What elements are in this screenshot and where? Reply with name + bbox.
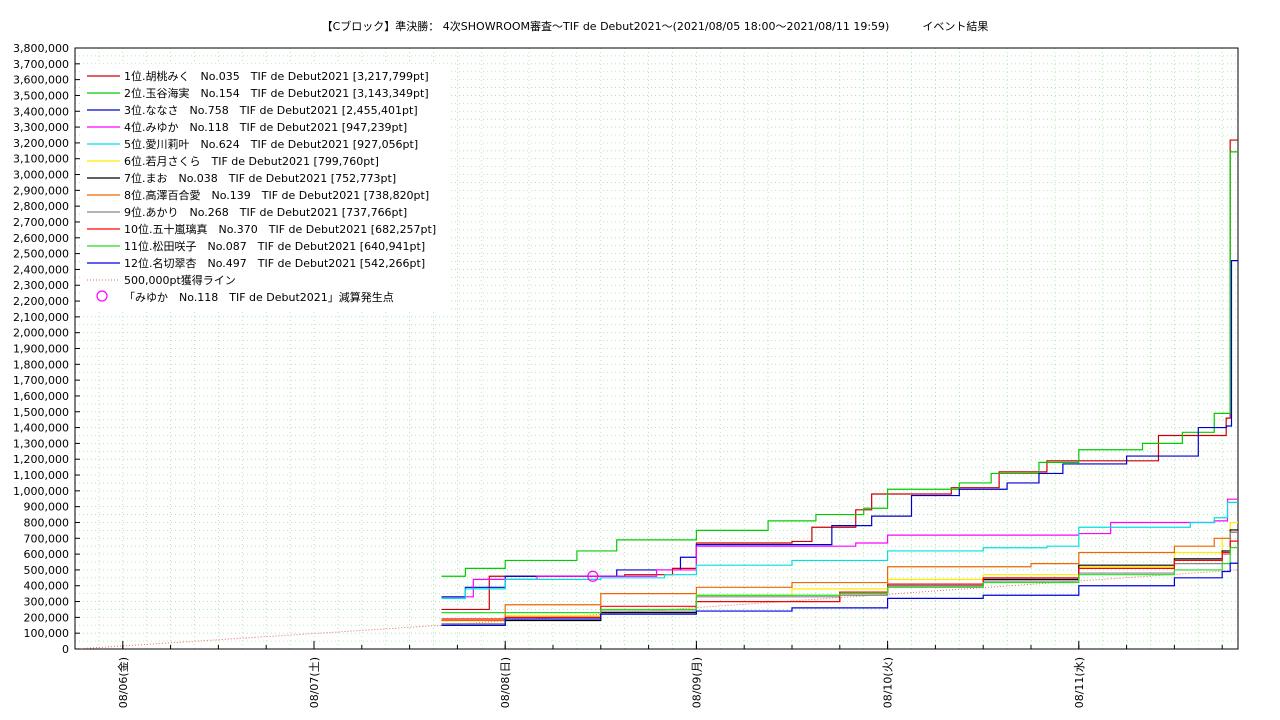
series-line-1 <box>441 139 1238 611</box>
y-tick-label: 1,600,000 <box>13 390 69 403</box>
y-tick-label: 2,900,000 <box>13 184 69 197</box>
legend-entry: 500,000pt獲得ライン <box>124 274 236 287</box>
y-tick-label: 2,000,000 <box>13 327 69 340</box>
series-line-11 <box>441 547 1238 614</box>
legend-entry: 12位.名切翠杏 No.497 TIF de Debut2021 [542,26… <box>124 256 425 270</box>
series-line-8 <box>441 531 1238 622</box>
y-tick-label: 3,000,000 <box>13 169 69 182</box>
y-tick-label: 2,500,000 <box>13 248 69 261</box>
y-tick-label: 1,900,000 <box>13 343 69 356</box>
series-lines <box>441 139 1238 626</box>
y-tick-label: 100,000 <box>24 627 70 640</box>
y-tick-label: 1,700,000 <box>13 374 69 387</box>
chart-title: 【Cブロック】準決勝： 4次SHOWROOM審査〜TIF de Debut202… <box>321 20 989 33</box>
y-tick-label: 300,000 <box>24 596 70 609</box>
y-tick-label: 3,200,000 <box>13 137 69 150</box>
y-tick-label: 3,700,000 <box>13 58 69 71</box>
y-tick-label: 800,000 <box>24 516 70 529</box>
series-line-12 <box>441 562 1238 626</box>
y-tick-label: 1,100,000 <box>13 469 69 482</box>
legend-entry: 10位.五十嵐璃真 No.370 TIF de Debut2021 [682,2… <box>124 222 436 236</box>
y-tick-label: 200,000 <box>24 611 70 624</box>
y-tick-label: 500,000 <box>24 564 70 577</box>
series-line-2 <box>441 151 1238 577</box>
legend-swatch <box>96 290 108 302</box>
x-tick-label: 08/06(金) <box>116 657 130 708</box>
legend-entry: 9位.あかり No.268 TIF de Debut2021 [737,766p… <box>124 205 407 219</box>
annotation-point <box>587 570 599 582</box>
legend-entry: 7位.まお No.038 TIF de Debut2021 [752,773pt… <box>124 171 396 185</box>
y-tick-label: 600,000 <box>24 548 70 561</box>
legend: 1位.胡桃みく No.035 TIF de Debut2021 [3,217,7… <box>82 64 450 310</box>
y-tick-label: 3,100,000 <box>13 153 69 166</box>
x-tick-label: 08/08(日) <box>499 657 512 708</box>
series-line-5 <box>441 501 1238 599</box>
legend-entry: 5位.愛川莉叶 No.624 TIF de Debut2021 [927,056… <box>124 137 418 151</box>
y-tick-label: 2,700,000 <box>13 216 69 229</box>
y-tick-label: 2,200,000 <box>13 295 69 308</box>
y-tick-label: 2,100,000 <box>13 311 69 324</box>
y-tick-label: 2,600,000 <box>13 232 69 245</box>
legend-entry: 3位.ななさ No.758 TIF de Debut2021 [2,455,40… <box>124 103 418 117</box>
y-tick-label: 400,000 <box>24 580 70 593</box>
y-tick-label: 3,800,000 <box>13 42 69 55</box>
legend-entry: 6位.若月さくら TIF de Debut2021 [799,760pt] <box>124 154 379 168</box>
legend-entry: 2位.玉谷海実 No.154 TIF de Debut2021 [3,143,3… <box>124 86 429 100</box>
legend-entry: 8位.高澤百合愛 No.139 TIF de Debut2021 [738,82… <box>124 188 429 202</box>
y-tick-label: 3,600,000 <box>13 74 69 87</box>
y-tick-label: 1,400,000 <box>13 422 69 435</box>
x-tick-label: 08/10(火) <box>882 657 895 708</box>
y-tick-label: 1,500,000 <box>13 406 69 419</box>
y-tick-label: 1,300,000 <box>13 437 69 450</box>
y-tick-label: 2,400,000 <box>13 263 69 276</box>
y-tick-label: 900,000 <box>24 501 70 514</box>
legend-entry: 1位.胡桃みく No.035 TIF de Debut2021 [3,217,7… <box>124 69 429 83</box>
legend-entry: 4位.みゆか No.118 TIF de Debut2021 [947,239p… <box>124 120 407 134</box>
x-axis: 08/06(金) 08/07(土) 08/08(日) 08/09(月) 08/10(火)… <box>74 641 1223 708</box>
series-line-6 <box>441 521 1238 622</box>
y-tick-label: 1,800,000 <box>13 358 69 371</box>
y-tick-label: 0 <box>62 643 69 656</box>
y-tick-label: 3,300,000 <box>13 121 69 134</box>
legend-entry: 「みゆか No.118 TIF de Debut2021」減算発生点 <box>124 290 394 304</box>
x-tick-label: 08/11(水) <box>1073 657 1086 708</box>
y-tick-label: 2,800,000 <box>13 200 69 213</box>
y-tick-label: 2,300,000 <box>13 279 69 292</box>
annotation-marker <box>587 570 599 582</box>
legend-background <box>82 64 450 310</box>
y-axis: 0 100,000 200,000 300,000 400,000 500,000 600,… <box>13 42 80 656</box>
y-tick-label: 3,500,000 <box>13 89 69 102</box>
y-tick-label: 700,000 <box>24 532 70 545</box>
legend-entry: 11位.松田咲子 No.087 TIF de Debut2021 [640,94… <box>124 239 425 253</box>
y-tick-label: 1,200,000 <box>13 453 69 466</box>
y-tick-label: 3,400,000 <box>13 105 69 118</box>
y-tick-label: 1,000,000 <box>13 485 69 498</box>
x-tick-label: 08/07(土) <box>308 657 321 708</box>
x-tick-label: 08/09(月) <box>690 657 703 708</box>
